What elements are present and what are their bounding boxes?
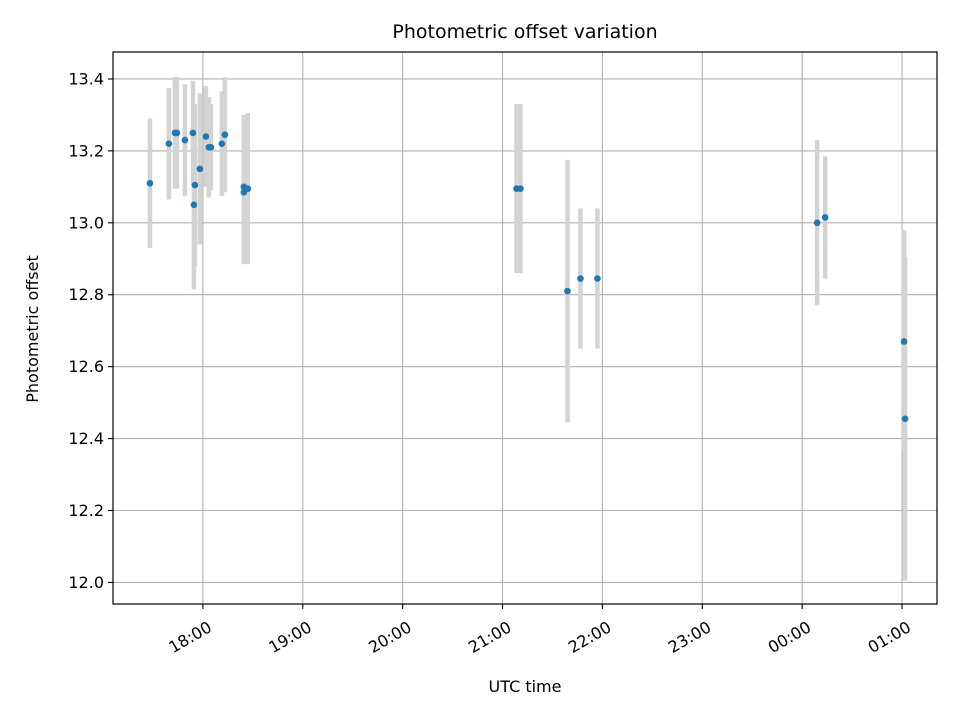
data-point (821, 214, 829, 221)
data-point (196, 165, 204, 173)
data-point (189, 129, 197, 137)
y-tick-label: 13.0 (68, 213, 104, 232)
y-tick-label: 12.6 (68, 357, 104, 376)
y-axis-ticks: 12.0 12.2 12.4 12.6 12.8 13.0 13.2 13.4 (68, 69, 113, 592)
data-point (577, 275, 584, 282)
y-tick-label: 12.2 (68, 501, 104, 520)
y-tick-label: 13.2 (68, 141, 104, 160)
data-point (900, 338, 908, 345)
data-point (594, 275, 601, 282)
data-point (146, 179, 154, 187)
data-point (190, 201, 198, 209)
data-point (813, 219, 821, 227)
data-point (173, 129, 181, 137)
data-point (564, 287, 571, 295)
y-axis-title: Photometric offset (23, 255, 42, 403)
y-tick-label: 12.4 (68, 429, 104, 448)
data-points (146, 129, 909, 423)
data-point (181, 136, 189, 144)
data-point (244, 185, 252, 192)
y-tick-label: 12.8 (68, 285, 104, 304)
data-point (202, 133, 210, 140)
data-point (221, 131, 229, 139)
data-point (191, 181, 199, 189)
data-point (218, 140, 226, 148)
data-point (517, 185, 524, 192)
plot-frame (112, 51, 938, 605)
data-point (207, 143, 215, 151)
y-tick-label: 13.4 (68, 69, 104, 88)
grid (113, 52, 937, 604)
chart-title: Photometric offset variation (392, 21, 657, 43)
y-tick-label: 12.0 (68, 573, 104, 592)
x-axis-title: UTC time (489, 677, 562, 696)
data-point (165, 140, 173, 148)
data-point (901, 415, 909, 423)
